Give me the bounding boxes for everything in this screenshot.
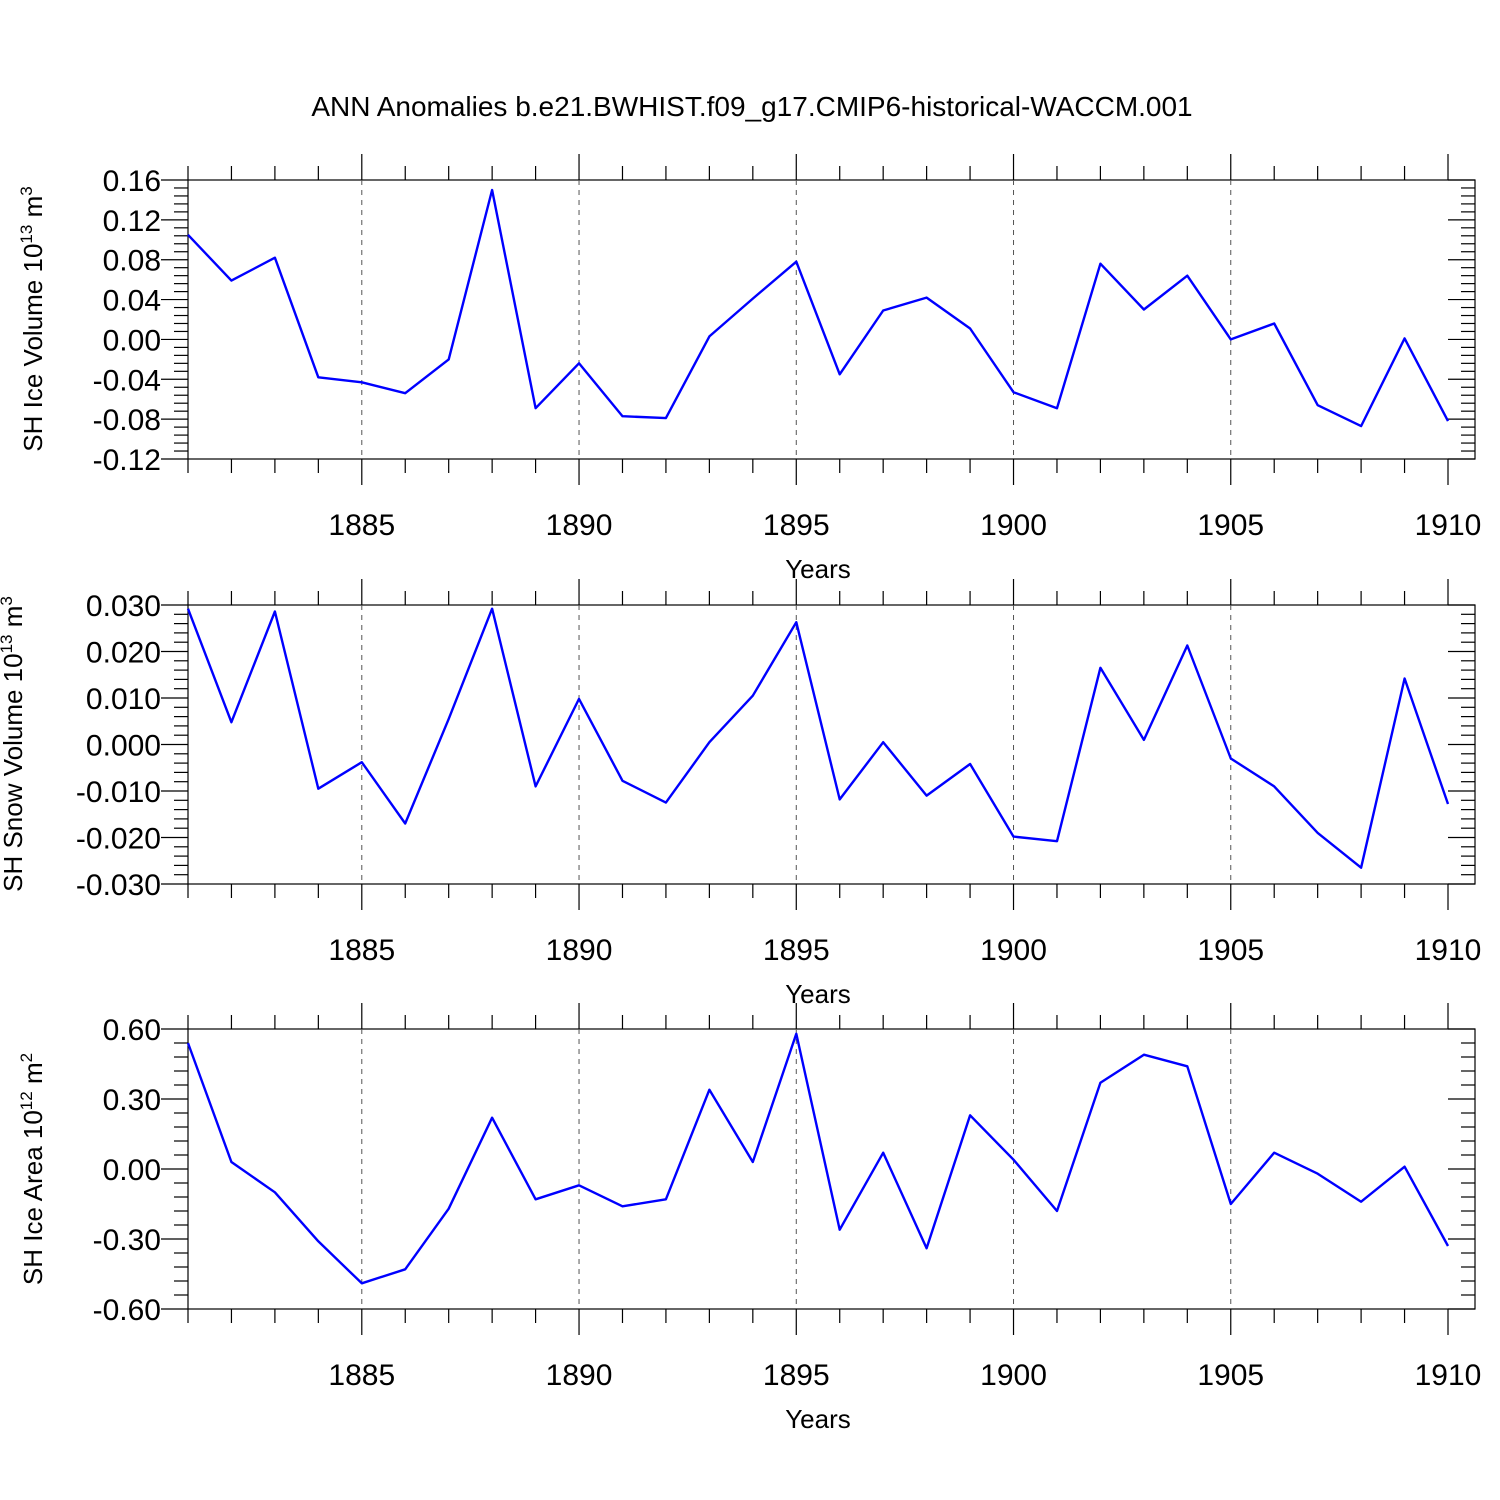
x-tick-label: 1895: [763, 934, 830, 967]
x-tick-label: 1885: [328, 1359, 395, 1392]
y-tick-label: 0.020: [86, 637, 161, 670]
y-axis-label: SH Ice Area 1012 m2: [17, 1053, 48, 1285]
y-tick-label: -0.30: [93, 1224, 161, 1257]
y-tick-label: 0.60: [103, 1014, 161, 1047]
plot-frame: [187, 1028, 1476, 1310]
y-tick-label: 0.00: [103, 1154, 161, 1187]
y-tick-label: 0.04: [103, 285, 161, 318]
y-axis-label-main: SH Snow Volume 10: [0, 653, 28, 891]
chart-title: ANN Anomalies b.e21.BWHIST.f09_g17.CMIP6…: [311, 91, 1192, 122]
panel-sh-ice-volume: -0.12 -0.08 -0.04 0.00 0.04 0.08 0.12 0.16 1885…: [17, 154, 1481, 584]
x-tick-label: 1895: [763, 509, 830, 542]
x-tick-label: 1900: [980, 1359, 1047, 1392]
panel-sh-snow-volume: -0.030 -0.020 -0.010 0.000 0.010 0.020 0.030 1…: [0, 579, 1481, 1009]
plot-frame: [187, 179, 1476, 460]
y-axis-label-unit-exponent: 3: [17, 186, 36, 195]
y-tick-label: -0.60: [93, 1294, 161, 1327]
y-axis-label: SH Snow Volume 1013 m3: [0, 596, 28, 892]
x-axis-label: Years: [785, 1404, 851, 1434]
y-axis-label: SH Ice Volume 1013 m3: [17, 186, 48, 451]
x-tick-label: 1900: [980, 509, 1047, 542]
y-axis-label-main: SH Ice Volume 10: [18, 244, 48, 452]
y-axis-label-unit-exponent: 2: [17, 1053, 36, 1062]
y-tick-label: -0.030: [76, 869, 161, 902]
y-tick-label: 0.000: [86, 730, 161, 763]
y-tick-label: -0.08: [93, 404, 161, 437]
x-tick-label: 1895: [763, 1359, 830, 1392]
x-tick-label: 1890: [546, 934, 613, 967]
series-line: [186, 1032, 1450, 1285]
x-tick-label: 1885: [328, 509, 395, 542]
series-line: [186, 607, 1450, 869]
y-axis-label-unit: m: [18, 1062, 48, 1091]
y-tick-label: -0.020: [76, 823, 161, 856]
x-tick-label: 1900: [980, 934, 1047, 967]
x-tick-label: 1905: [1197, 509, 1264, 542]
x-tick-label: 1910: [1415, 934, 1482, 967]
y-axis-label-main: SH Ice Area 10: [18, 1110, 48, 1285]
x-tick-label: 1905: [1197, 934, 1264, 967]
x-tick-label: 1910: [1415, 509, 1482, 542]
y-tick-label: 0.30: [103, 1084, 161, 1117]
y-axis-label-unit-exponent: 3: [0, 596, 16, 605]
y-tick-label: 0.030: [86, 590, 161, 623]
y-axis-label-unit: m: [0, 606, 28, 635]
y-tick-label: 0.16: [103, 165, 161, 198]
x-axis-label: Years: [785, 554, 851, 584]
y-axis-label-unit: m: [18, 196, 48, 225]
x-tick-label: 1905: [1197, 1359, 1264, 1392]
y-tick-label: 0.00: [103, 324, 161, 357]
x-tick-label: 1910: [1415, 1359, 1482, 1392]
y-axis-label-exponent: 13: [0, 634, 16, 653]
x-tick-label: 1885: [328, 934, 395, 967]
x-axis-label: Years: [785, 979, 851, 1009]
y-tick-label: -0.010: [76, 776, 161, 809]
y-tick-label: 0.12: [103, 205, 161, 238]
y-tick-label: 0.08: [103, 245, 161, 278]
plot-frame: [187, 604, 1476, 885]
x-tick-label: 1890: [546, 1359, 613, 1392]
y-axis-label-exponent: 13: [17, 225, 36, 244]
y-tick-label: -0.12: [93, 444, 161, 477]
y-tick-label: -0.04: [93, 364, 161, 397]
y-tick-label: 0.010: [86, 683, 161, 716]
series-line: [187, 188, 1450, 428]
panel-sh-ice-area: -0.60 -0.30 0.00 0.30 0.60 1885 1890 1895 1900 1…: [17, 1003, 1481, 1434]
y-axis-label-exponent: 12: [17, 1091, 36, 1110]
x-tick-label: 1890: [546, 509, 613, 542]
